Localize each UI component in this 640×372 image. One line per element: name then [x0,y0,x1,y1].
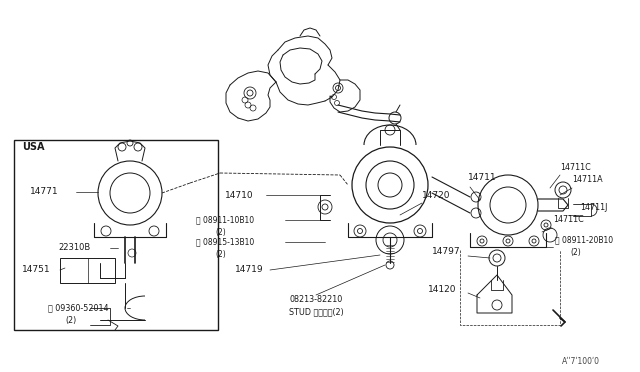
Text: (2): (2) [65,315,76,324]
Text: 14771: 14771 [30,187,59,196]
Text: 14711C: 14711C [553,215,584,224]
Bar [14,140,218,330]
Text: Ⓢ 09360-52014: Ⓢ 09360-52014 [48,304,109,312]
Text: Aʹʹ7ʹ100ʹ0: Aʹʹ7ʹ100ʹ0 [562,357,600,366]
Text: 14711C: 14711C [560,163,591,171]
Text: 08213-82210: 08213-82210 [289,295,342,305]
Text: (2): (2) [570,247,580,257]
Text: 14720: 14720 [422,190,451,199]
Text: 14710: 14710 [225,190,253,199]
Text: 14751: 14751 [22,266,51,275]
Text: STUD スタッド(2): STUD スタッド(2) [289,308,344,317]
Bar [60,258,115,283]
Text: 14711A: 14711A [572,176,603,185]
Text: 14120: 14120 [428,285,456,295]
Text: Ⓜ 08915-13B10: Ⓜ 08915-13B10 [196,237,254,247]
Text: 14797: 14797 [432,247,461,257]
Text: (2): (2) [215,250,226,259]
Text: USA: USA [22,142,45,152]
Text: Ⓝ 08911-20B10: Ⓝ 08911-20B10 [555,235,613,244]
Text: (2): (2) [215,228,226,237]
Text: 14719: 14719 [235,266,264,275]
Text: 14711: 14711 [468,173,497,183]
Text: 22310B: 22310B [58,244,90,253]
Text: Ⓝ 08911-10B10: Ⓝ 08911-10B10 [196,215,254,224]
Text: 14711J: 14711J [580,203,607,212]
